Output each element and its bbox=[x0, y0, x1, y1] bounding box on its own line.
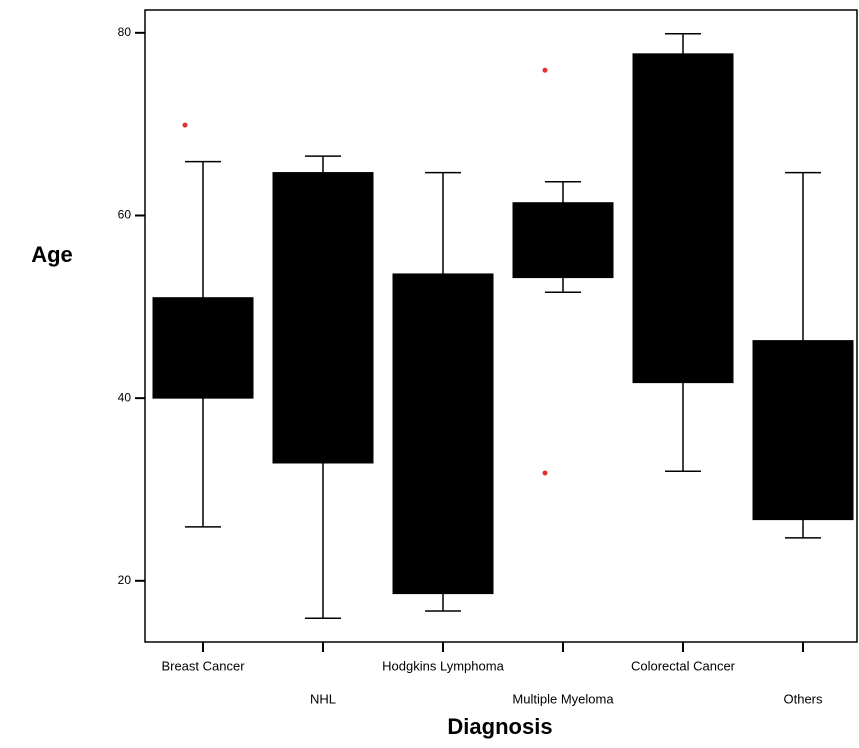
box bbox=[392, 273, 494, 595]
outlier bbox=[182, 122, 188, 128]
box bbox=[752, 340, 854, 521]
y-tick-label: 80 bbox=[118, 25, 132, 39]
x-tick-label: Others bbox=[783, 691, 823, 706]
y-tick-label: 20 bbox=[118, 573, 132, 587]
x-tick-label: Breast Cancer bbox=[161, 658, 245, 673]
outlier bbox=[542, 67, 548, 73]
box bbox=[272, 172, 374, 464]
box bbox=[152, 297, 254, 399]
x-tick-label: Multiple Myeloma bbox=[512, 691, 614, 706]
box bbox=[512, 202, 614, 279]
y-axis-title: Age bbox=[31, 242, 73, 267]
x-tick-label: Colorectal Cancer bbox=[631, 658, 736, 673]
y-tick-label: 60 bbox=[118, 208, 132, 222]
box bbox=[632, 53, 734, 384]
plot-frame bbox=[144, 9, 858, 643]
y-tick-label: 40 bbox=[118, 390, 132, 404]
x-axis-title: Diagnosis bbox=[447, 714, 552, 739]
outlier bbox=[542, 470, 548, 476]
x-tick-label: Hodgkins Lymphoma bbox=[382, 658, 504, 673]
x-tick-label: NHL bbox=[310, 691, 336, 706]
